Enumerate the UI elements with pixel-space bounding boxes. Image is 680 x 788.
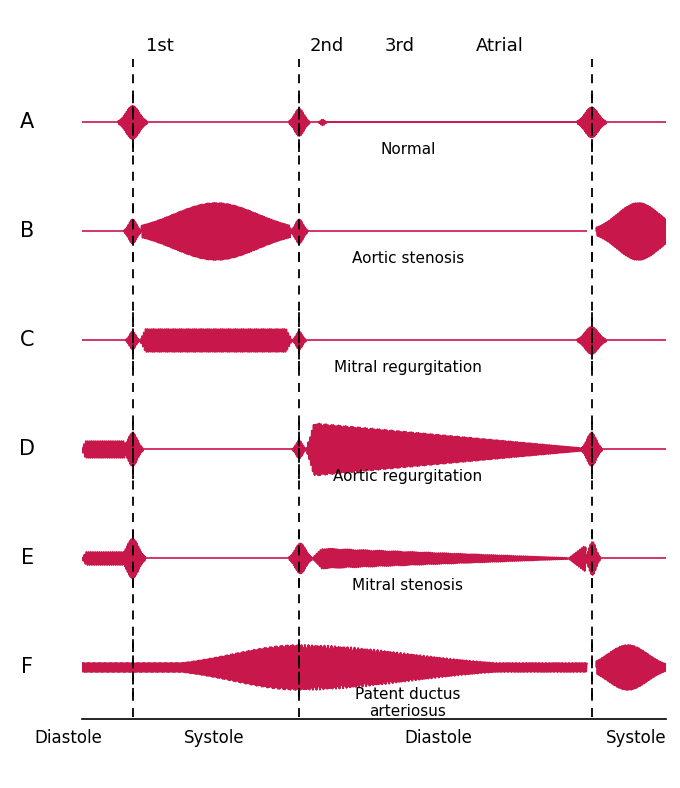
- Text: Aortic stenosis: Aortic stenosis: [352, 251, 464, 266]
- Text: Patent ductus
arteriosus: Patent ductus arteriosus: [355, 686, 461, 719]
- Text: C: C: [20, 330, 35, 351]
- Text: D: D: [19, 440, 35, 459]
- Text: Mitral regurgitation: Mitral regurgitation: [334, 359, 482, 374]
- Text: Aortic regurgitation: Aortic regurgitation: [333, 469, 483, 484]
- Text: Atrial: Atrial: [476, 37, 524, 55]
- Text: 3rd: 3rd: [384, 37, 414, 55]
- Text: B: B: [20, 221, 34, 241]
- Text: Diastole: Diastole: [405, 729, 473, 747]
- Text: Normal: Normal: [380, 142, 436, 157]
- Text: A: A: [20, 113, 34, 132]
- Text: Diastole: Diastole: [34, 729, 102, 747]
- Text: Systole: Systole: [184, 729, 245, 747]
- Text: 2nd: 2nd: [309, 37, 343, 55]
- Text: E: E: [20, 548, 34, 568]
- Text: F: F: [21, 657, 33, 678]
- Text: Mitral stenosis: Mitral stenosis: [352, 578, 464, 593]
- Text: Systole: Systole: [605, 729, 666, 747]
- Text: 1st: 1st: [146, 37, 174, 55]
